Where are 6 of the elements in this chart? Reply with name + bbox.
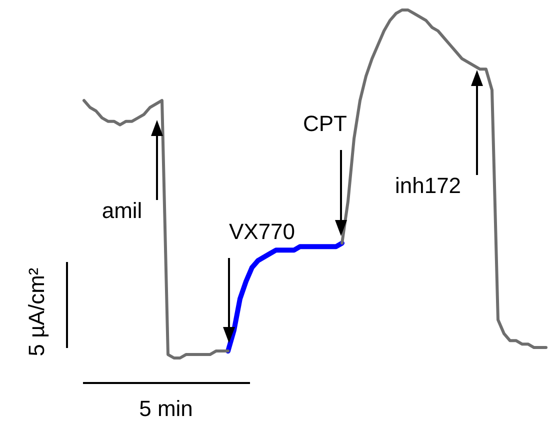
text: 5 µA/cm²	[24, 268, 50, 356]
annotation: amil	[102, 198, 142, 224]
annotation: inh172	[394, 173, 462, 198]
text: 5 min	[139, 396, 193, 422]
annotation: CPT	[303, 111, 347, 136]
annotation: VX770	[228, 219, 296, 244]
